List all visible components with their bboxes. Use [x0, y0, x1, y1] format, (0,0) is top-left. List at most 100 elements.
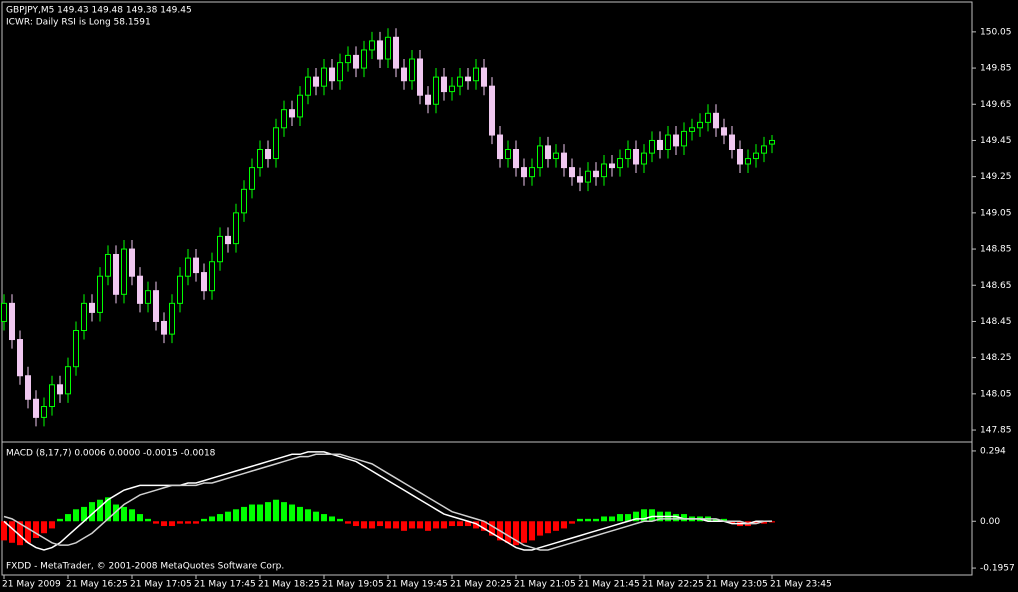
histogram-bar: [337, 518, 343, 522]
histogram-bar: [609, 516, 615, 522]
candle-body: [153, 290, 159, 322]
histogram-bar: [193, 521, 199, 524]
candle-body: [17, 339, 23, 377]
candle-body: [721, 127, 727, 136]
histogram-bar: [169, 521, 175, 527]
candle-body: [465, 76, 471, 82]
candle-body: [369, 40, 375, 51]
candle-body: [641, 152, 647, 165]
histogram-bar: [97, 499, 103, 522]
histogram-bar: [713, 518, 719, 522]
candle-body: [473, 67, 479, 82]
candle-body: [569, 167, 575, 178]
candle-body: [209, 261, 215, 292]
x-tick-label: 21 May 22:25: [642, 580, 704, 590]
x-tick-label: 21 May 16:25: [66, 580, 128, 590]
candle-body: [401, 67, 407, 82]
candle-body: [593, 170, 599, 178]
candle-body: [129, 248, 135, 277]
x-tick-label: 21 May 17:05: [130, 580, 192, 590]
histogram-bar: [465, 521, 471, 527]
candle-body: [537, 145, 543, 169]
histogram-bar: [545, 521, 551, 534]
histogram-bar: [569, 521, 575, 524]
histogram-bar: [449, 521, 455, 527]
candle-body: [345, 54, 351, 64]
histogram-bar: [65, 514, 71, 522]
x-tick-label: 21 May 19:05: [322, 580, 384, 590]
histogram-bar: [441, 521, 447, 529]
candle-body: [201, 272, 207, 292]
candle-body: [649, 139, 655, 154]
candle-body: [121, 248, 127, 295]
candle-body: [705, 112, 711, 123]
candle-body: [449, 85, 455, 93]
candle-body: [257, 149, 263, 169]
candle-body: [113, 253, 119, 295]
histogram-bar: [25, 521, 31, 543]
histogram-bar: [137, 514, 143, 522]
candle-body: [713, 112, 719, 129]
candle-body: [745, 158, 751, 165]
candle-body: [529, 167, 535, 178]
histogram-bar: [177, 521, 183, 524]
histogram-bar: [417, 521, 423, 529]
candle-body: [433, 76, 439, 105]
histogram-bar: [409, 521, 415, 529]
candle-body: [497, 134, 503, 160]
candle-body: [609, 163, 615, 169]
histogram-bar: [281, 502, 287, 522]
histogram-bar: [113, 504, 119, 522]
candle-body: [409, 58, 415, 82]
candle-body: [697, 121, 703, 129]
x-tick-label: 21 May 23:05: [706, 580, 768, 590]
chart-subtitle: ICWR: Daily RSI is Long 58.1591: [6, 18, 151, 28]
histogram-bar: [273, 499, 279, 522]
histogram-bar: [537, 521, 543, 536]
histogram-bar: [649, 509, 655, 522]
candle-body: [97, 275, 103, 313]
histogram-bar: [753, 521, 759, 524]
x-tick-label: 21 May 19:45: [386, 580, 448, 590]
candle-body: [657, 139, 663, 151]
histogram-bar: [321, 514, 327, 522]
histogram-bar: [297, 506, 303, 522]
histogram-bar: [385, 521, 391, 529]
histogram-bar: [33, 521, 39, 538]
candle-body: [185, 257, 191, 277]
histogram-bar: [161, 521, 167, 527]
histogram-bar: [617, 514, 623, 522]
histogram-bar: [129, 509, 135, 522]
candle-body: [281, 109, 287, 129]
histogram-bar: [233, 509, 239, 522]
x-tick-label: 21 May 23:45: [770, 580, 832, 590]
histogram-bar: [625, 514, 631, 522]
histogram-bar: [145, 518, 151, 522]
histogram-bar: [345, 521, 351, 524]
candle-body: [505, 149, 511, 160]
candle-body: [353, 54, 359, 69]
histogram-bar: [561, 521, 567, 529]
candle-body: [425, 94, 431, 105]
histogram-bar: [89, 502, 95, 522]
histogram-bar: [401, 521, 407, 531]
histogram-bar: [489, 521, 495, 536]
candle-body: [561, 152, 567, 169]
candle-body: [665, 134, 671, 151]
candle-body: [249, 167, 255, 190]
y-tick-label: 149.85: [980, 64, 1012, 74]
x-tick-label: 21 May 17:45: [194, 580, 256, 590]
candle-body: [585, 170, 591, 183]
histogram-bar: [153, 521, 159, 524]
candle-body: [361, 49, 367, 69]
candle-body: [81, 302, 87, 331]
histogram-bar: [289, 504, 295, 522]
candle-body: [321, 67, 327, 87]
y-tick-label: 149.45: [980, 136, 1012, 146]
candle-body: [729, 134, 735, 151]
histogram-bar: [41, 521, 47, 534]
histogram-bar: [17, 521, 23, 546]
y-tick-label: 148.25: [980, 353, 1012, 363]
candle-body: [241, 188, 247, 214]
